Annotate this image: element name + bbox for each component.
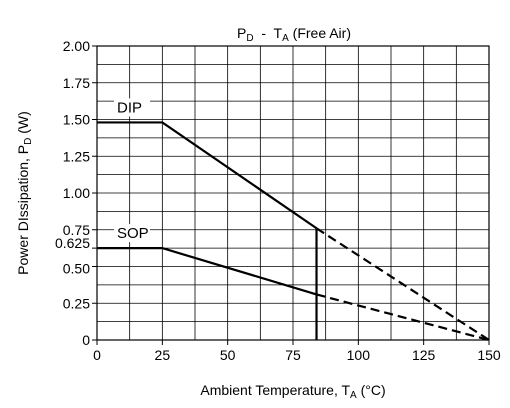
x-axis-label: Ambient Temperature, TA (°C) bbox=[200, 382, 385, 401]
x-tick-label: 100 bbox=[347, 347, 371, 363]
y-tick-label: 0 bbox=[82, 332, 90, 348]
x-tick-label: 150 bbox=[477, 347, 501, 363]
sop-label-bg bbox=[114, 224, 150, 243]
dip-dashed-line bbox=[315, 227, 490, 341]
x-tick-label: 75 bbox=[285, 347, 301, 363]
series-labels: DIP SOP bbox=[114, 98, 150, 243]
series-layer bbox=[97, 121, 490, 342]
dip-label-bg bbox=[114, 98, 150, 117]
dip-label: DIP bbox=[117, 99, 142, 116]
y-tick-label: 0.25 bbox=[63, 295, 90, 311]
y-tick-label: 0.625 bbox=[55, 235, 90, 251]
x-axis-ticks: 0 25 50 75 100 125 150 bbox=[93, 340, 501, 363]
chart-title: PD - TA (Free Air) bbox=[237, 25, 351, 44]
dip-solid-line bbox=[97, 121, 318, 230]
sop-solid-line bbox=[97, 247, 317, 296]
y-tick-label: 2.00 bbox=[63, 38, 90, 54]
x-tick-label: 125 bbox=[412, 347, 436, 363]
sop-dashed-line bbox=[316, 293, 490, 342]
y-axis-label: Power DIssipation, PD (W) bbox=[15, 111, 34, 275]
x-tick-label: 50 bbox=[220, 347, 236, 363]
y-tick-label: 1.25 bbox=[63, 148, 90, 164]
y-tick-label: 0.50 bbox=[63, 261, 90, 277]
y-tick-label: 1.50 bbox=[63, 112, 90, 128]
y-tick-label: 1.00 bbox=[63, 185, 90, 201]
x-tick-label: 0 bbox=[93, 347, 101, 363]
sop-label: SOP bbox=[117, 225, 149, 242]
y-tick-label: 0.75 bbox=[63, 222, 90, 238]
y-tick-label: 1.75 bbox=[63, 75, 90, 91]
grid bbox=[97, 46, 489, 340]
x-tick-label: 25 bbox=[155, 347, 171, 363]
